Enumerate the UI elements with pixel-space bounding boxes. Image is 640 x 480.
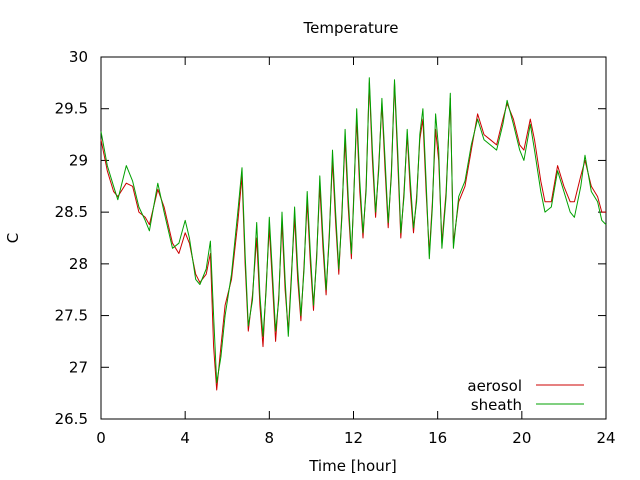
y-tick-label: 29.5: [55, 100, 88, 118]
x-tick-label: 24: [596, 429, 615, 447]
y-tick-label: 27: [69, 358, 88, 376]
chart-title: Temperature: [302, 19, 398, 37]
y-tick-label: 28.5: [55, 203, 88, 221]
x-axis: 0 4 8 12 16 20 24: [96, 57, 616, 447]
x-tick-label: 8: [265, 429, 275, 447]
plot-border: [100, 56, 607, 420]
series-layer: [100, 77, 607, 391]
y-tick-label: 27.5: [55, 307, 88, 325]
legend-label-aerosol: aerosol: [467, 377, 522, 395]
series-line-sheath: [100, 77, 607, 384]
legend-label-sheath: sheath: [471, 396, 522, 414]
x-tick-label: 20: [512, 429, 531, 447]
x-tick-label: 0: [96, 429, 106, 447]
plot-frame: [100, 56, 607, 420]
y-tick-label: 26.5: [55, 410, 88, 428]
y-tick-label: 28: [69, 255, 88, 273]
series-line-aerosol: [100, 82, 606, 391]
y-axis-label: C: [4, 233, 22, 243]
x-tick-label: 4: [180, 429, 190, 447]
x-tick-label: 16: [428, 429, 447, 447]
y-axis: 26.5 27 27.5 28 28.5 29 29.5 30: [55, 48, 606, 428]
y-tick-label: 29: [69, 151, 88, 169]
y-tick-label: 30: [69, 48, 88, 66]
x-axis-label: Time [hour]: [308, 457, 397, 475]
x-tick-label: 12: [344, 429, 363, 447]
legend: aerosol sheath: [467, 377, 584, 414]
